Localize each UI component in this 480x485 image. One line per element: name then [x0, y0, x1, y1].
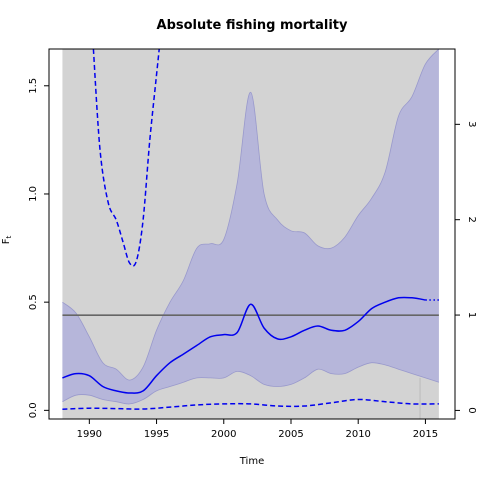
band-upper-edge [62, 49, 440, 381]
y-tick-label: 1.5 [28, 78, 39, 94]
dashed-upper-bound [92, 49, 160, 267]
y-axis-label: Ft [1, 235, 13, 244]
dashed-lower-bound [62, 398, 439, 411]
y2-tick-label: 2 [466, 217, 477, 223]
x-tick-label: 2000 [211, 429, 236, 440]
y-axis-label-subscript: t [5, 235, 13, 238]
y-tick-label: 0.0 [28, 402, 39, 418]
plot-area [62, 49, 440, 419]
x-tick-label: 2010 [345, 429, 370, 440]
x-axis-label: Time [239, 456, 264, 467]
y-tick-label: 1.0 [28, 186, 39, 202]
x-tick-label: 2015 [413, 429, 438, 440]
x-tick-label: 1995 [144, 429, 169, 440]
y-tick-label: 0.5 [28, 294, 39, 310]
y-axis-label-main: F [1, 238, 12, 244]
plot-frame [48, 48, 456, 420]
x-tick-label: 1990 [77, 429, 102, 440]
chart-title: Absolute fishing mortality [157, 18, 348, 33]
estimate-line [62, 296, 426, 394]
y2-tick-label: 1 [466, 312, 477, 318]
y2-tick-label: 0 [466, 407, 477, 413]
x-tick-label: 2005 [278, 429, 303, 440]
y2-tick-label: 3 [466, 121, 477, 127]
band-lower-edge [62, 362, 440, 405]
